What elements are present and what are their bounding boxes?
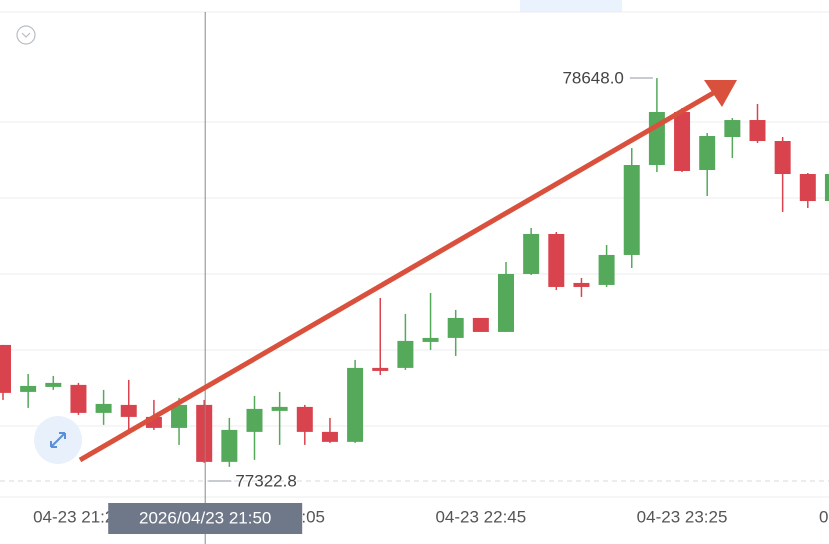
candle-body bbox=[824, 174, 829, 202]
arrow-head bbox=[704, 80, 737, 107]
top-tab bbox=[520, 0, 622, 12]
x-tick-label: 04-23 23:25 bbox=[637, 507, 728, 526]
candle-body bbox=[372, 367, 389, 371]
crosshair-label: 2026/04/23 21:50 bbox=[139, 508, 271, 527]
x-tick-label: 04-23 21:25 bbox=[33, 507, 124, 526]
x-tick-label: 04-23 22:45 bbox=[435, 507, 526, 526]
expand-icon bbox=[50, 432, 66, 448]
candle-body bbox=[523, 233, 540, 274]
x-tick-label: 0 bbox=[819, 507, 828, 526]
max-label: 78648.0 bbox=[562, 69, 623, 88]
candle-body bbox=[221, 429, 238, 462]
candle-body bbox=[422, 337, 439, 342]
candle-body bbox=[95, 403, 112, 413]
candle-body bbox=[70, 384, 87, 413]
collapse-icon bbox=[21, 32, 31, 38]
candles: 78648.0 77322.8 bbox=[0, 69, 829, 490]
candle-body bbox=[498, 273, 514, 332]
crosshair-label-box bbox=[108, 503, 303, 534]
candle-body bbox=[674, 112, 691, 172]
candle-body bbox=[799, 174, 816, 202]
candle-body bbox=[296, 406, 313, 432]
candle-body bbox=[472, 317, 489, 332]
candle-body bbox=[0, 344, 11, 393]
candle-body bbox=[347, 367, 364, 442]
candle-body bbox=[20, 385, 37, 392]
min-label: 77322.8 bbox=[235, 471, 296, 490]
candle-body bbox=[548, 233, 565, 287]
candle-body bbox=[120, 404, 137, 417]
candle-body bbox=[699, 136, 716, 170]
candle-body bbox=[196, 404, 213, 462]
candle-body bbox=[573, 282, 590, 287]
candle-body bbox=[447, 317, 464, 338]
candle-body bbox=[321, 431, 338, 442]
candle-body bbox=[598, 254, 615, 285]
candle-body bbox=[774, 141, 791, 175]
candle-body bbox=[246, 408, 263, 432]
candle-body bbox=[45, 382, 62, 387]
candle-body bbox=[171, 404, 188, 428]
candle-body bbox=[623, 165, 640, 255]
candle-body bbox=[397, 340, 414, 368]
trend-arrow bbox=[78, 80, 737, 463]
candle-body bbox=[271, 406, 288, 411]
arrow-shaft bbox=[78, 89, 717, 463]
candle-body bbox=[724, 120, 741, 138]
candle-body bbox=[145, 416, 162, 428]
collapse-button[interactable] bbox=[16, 25, 36, 45]
candle-body bbox=[749, 120, 766, 142]
